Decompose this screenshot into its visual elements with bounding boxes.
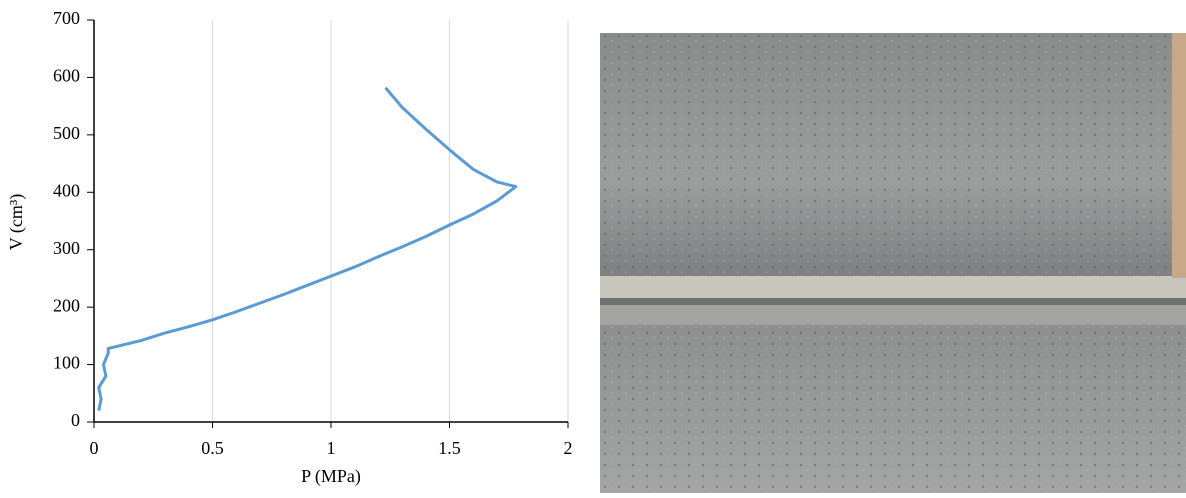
joint-residue — [600, 305, 1186, 325]
y-tick-label: 500 — [53, 123, 80, 143]
x-tick-label: 1.5 — [438, 438, 461, 458]
y-tick-label: 700 — [53, 8, 80, 28]
y-tick-label: 600 — [53, 66, 80, 86]
y-axis-label: V (cm³) — [6, 194, 27, 251]
x-tick-label: 0.5 — [201, 438, 224, 458]
y-tick-label: 200 — [53, 295, 80, 315]
chart: V (cm³) P (MPa) 0 0.5 1 1.5 2 0 100 200 300 400 50… — [6, 8, 572, 487]
y-tick-label: 0 — [71, 410, 80, 430]
photo — [600, 33, 1186, 493]
x-tick-label: 0 — [90, 438, 99, 458]
y-tick-label: 400 — [53, 180, 80, 200]
joint-gap — [600, 276, 1186, 298]
background-edge — [1172, 33, 1186, 278]
data-line — [97, 86, 518, 411]
upper-texture — [600, 33, 1175, 278]
lower-texture — [600, 325, 1186, 493]
x-axis-label: P (MPa) — [301, 466, 361, 487]
y-tick-label: 100 — [53, 353, 80, 373]
y-tick-label: 300 — [53, 238, 80, 258]
x-tick-label: 1 — [327, 438, 336, 458]
x-tick-label: 2 — [564, 438, 573, 458]
